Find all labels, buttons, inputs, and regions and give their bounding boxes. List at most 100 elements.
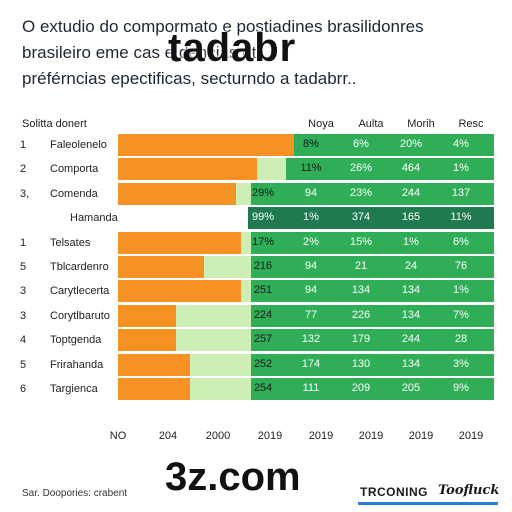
data-label: 77 [304,309,318,321]
row-label-text: Frirahanda [50,359,104,371]
data-label: 94 [304,284,318,296]
row-label: 5 Frirahanda [20,359,103,371]
data-label: 7% [453,309,469,321]
data-label: 94 [304,187,318,199]
data-label: 134 [351,284,371,296]
bar-orange [118,232,241,254]
row-label: 3 Carytlecerta [20,285,109,297]
data-label: 209 [351,382,371,394]
row-label: 6 Targienca [20,383,98,395]
bar-orange [118,183,236,205]
data-label: 130 [351,358,371,370]
data-label: 174 [301,358,321,370]
bar-green: 8% 6% 20% 4% [118,134,494,156]
x-tick-4: 2019 [257,430,283,442]
column-header-3: Morih [407,118,435,130]
brand-logo: Toofluck [438,483,500,498]
x-tick-5: 2019 [308,430,334,442]
bar-orange [118,256,204,278]
row-label-text: Corytlbaruto [50,310,110,322]
row-label-text: Carytlecerta [50,285,110,297]
data-label: 17% [251,236,275,248]
data-label: 8% [303,138,319,150]
data-label: 134 [401,284,421,296]
data-label: 251 [253,284,273,296]
data-label: 15% [349,236,373,248]
data-label: 134 [401,309,421,321]
bar-dark [248,207,494,229]
data-label: 28 [454,333,468,345]
row-number: 2 [20,163,27,175]
row-label-text: Hamanda [70,212,118,224]
bar-green: 17% 2% 15% 1% 6% [118,232,494,254]
data-label: 111 [302,382,320,394]
column-header-2: Aulta [358,118,384,130]
data-label: 6% [453,236,469,248]
bar-green: 254 111 209 205 9% [118,378,494,400]
data-label: 11% [450,211,472,223]
brand-underline [358,502,498,505]
data-label: 76 [454,260,468,272]
data-label: 254 [253,382,273,394]
title-line-3: préférncias epectificas, secturndo a tad… [22,69,357,88]
data-label: 132 [301,333,321,345]
data-label: 20% [399,138,423,150]
data-label: 1% [403,236,419,248]
chart-title: O extudio do compormato e postiadines br… [22,14,497,92]
row-number: 1 [20,139,27,151]
column-header-1: Noya [308,118,334,130]
title-line-2: brasileiro eme cas e dencias et [22,43,257,62]
row-number: 5 [20,261,27,273]
row-label: 3 Corytlbaruto [20,310,110,322]
bar-orange [118,329,176,351]
data-label: 226 [351,309,371,321]
data-label: 165 [401,211,421,223]
data-label: 9% [453,382,469,394]
row-label: 1 Faleolenelo [20,139,107,151]
column-header-4: Resc [458,118,484,130]
bar-green: 11% 26% 464 1% [118,158,494,180]
row-number: 4 [20,334,27,346]
brand-text: TRCONING [360,485,428,499]
x-tick-3: 2000 [205,430,231,442]
watermark-top: tadabr [168,26,297,70]
row-number: 5 [20,359,27,371]
data-label: 257 [253,333,273,345]
data-label: 99% [251,211,275,223]
data-label: 2% [303,236,319,248]
source-note: Sar. Doopories: crabent [22,488,128,499]
data-label: 1% [303,211,319,223]
data-label: 224 [253,309,273,321]
bar-green: 216 94 21 24 76 [118,256,494,278]
x-tick-8: 2019 [458,430,484,442]
row-label: 5 Tblcardenro [20,261,109,273]
data-label: 244 [401,187,421,199]
data-label: 6% [353,138,369,150]
x-tick-7: 2019 [408,430,434,442]
row-label-text: Telsates [50,237,91,249]
row-number: 3, [20,188,30,200]
data-label: 205 [401,382,421,394]
x-tick-6: 2019 [358,430,384,442]
row-label: 2 Comporta [20,163,98,175]
row-label-text: Targienca [50,383,98,395]
data-label: 252 [253,358,273,370]
data-label: 4% [453,138,469,150]
data-label: 29% [251,187,275,199]
bar-green: 251 94 134 134 1% [118,280,494,302]
data-label: 179 [351,333,371,345]
row-number: 3 [20,310,27,322]
legend-header: Solitta donert [22,118,87,130]
row-label-text: Toptgenda [50,334,102,346]
bar-green: 99% 1% 374 165 11% [118,207,494,229]
row-number: 6 [20,383,27,395]
data-label: 11% [300,162,322,174]
bar-green: 29% 94 23% 244 137 [118,183,494,205]
data-label: 244 [401,333,421,345]
row-number: 1 [20,237,27,249]
data-label: 94 [304,260,318,272]
data-label: 374 [351,211,371,223]
bar-orange [118,134,294,156]
row-label: Hamanda [40,212,118,224]
bar-green: 257 132 179 244 28 [118,329,494,351]
